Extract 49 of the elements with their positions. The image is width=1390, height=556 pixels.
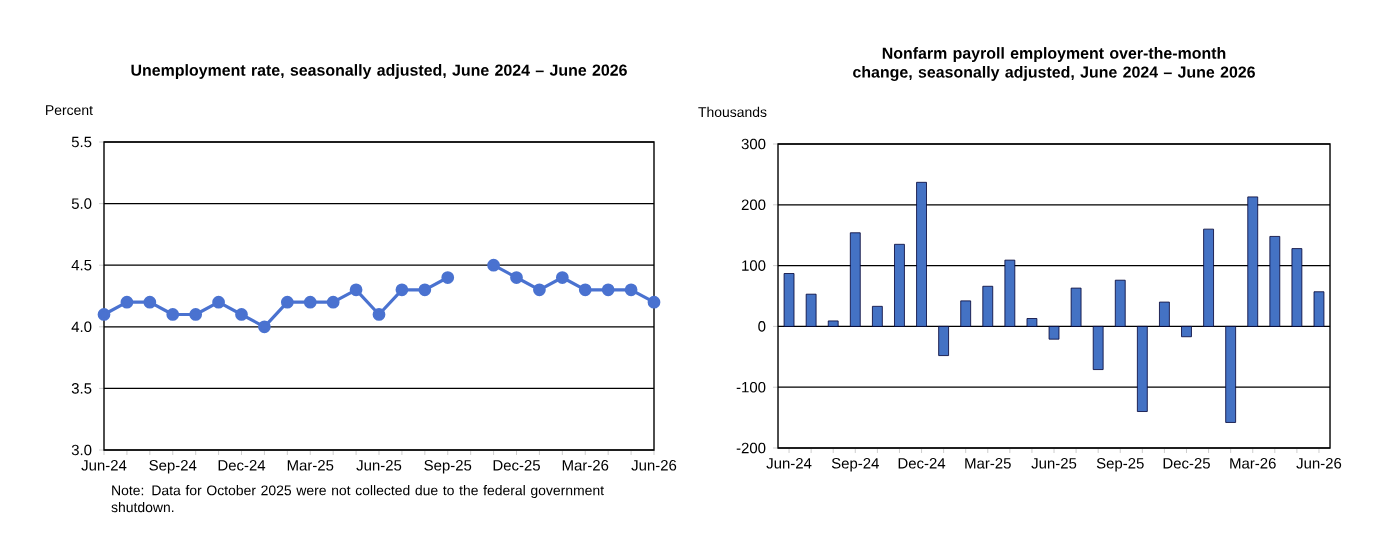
point [120,295,134,309]
bar [1313,291,1325,327]
point [578,283,592,297]
bar [1114,279,1126,327]
point [555,271,569,284]
point [487,258,500,272]
point [624,283,638,297]
point [97,308,111,321]
bar [805,293,817,327]
point [533,283,546,297]
point [303,295,317,309]
bar [1136,326,1148,412]
bar [1159,301,1170,327]
bar [827,320,839,327]
point [418,283,432,297]
point [601,283,615,297]
bar [872,305,883,327]
point [258,320,271,334]
bar [1004,259,1016,327]
bar [1269,236,1281,327]
point [510,271,523,284]
bar [849,232,861,327]
point [372,308,386,321]
bar [1026,318,1038,327]
point [212,295,225,309]
bar [1225,326,1237,423]
point [189,308,203,321]
bar [960,300,972,327]
point [280,295,294,309]
point [441,271,455,284]
bar [938,326,949,356]
bar [1247,196,1259,327]
point [647,295,661,309]
point [235,308,248,321]
bar [1070,287,1082,327]
bar [1203,228,1214,327]
point [143,295,157,309]
bar [1181,326,1192,338]
bar [916,181,927,327]
bar [982,285,994,327]
bar [783,273,795,327]
bar [1092,326,1104,370]
point [326,295,340,309]
bar [1291,248,1303,327]
bar [1048,326,1060,340]
bar [894,243,905,327]
point [349,283,363,297]
point [166,308,180,321]
point [395,283,409,297]
